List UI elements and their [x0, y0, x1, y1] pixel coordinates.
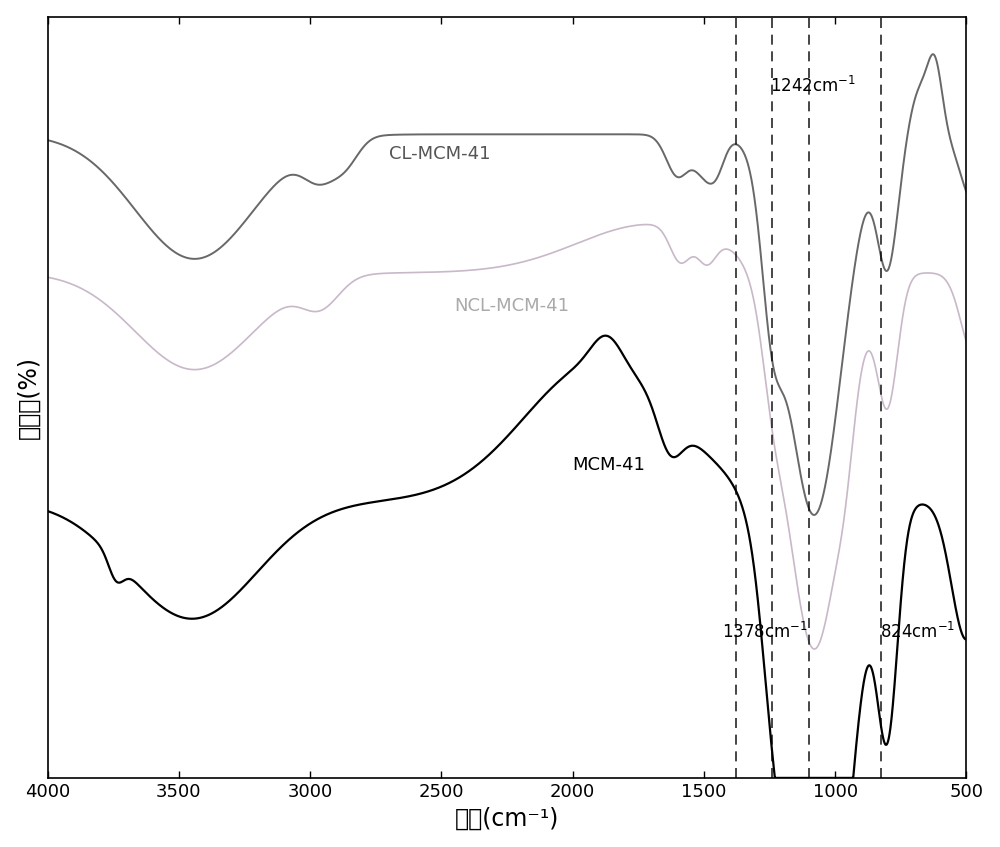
Text: NCL-MCM-41: NCL-MCM-41: [454, 296, 569, 315]
Text: 1242cm$^{-1}$: 1242cm$^{-1}$: [770, 75, 856, 96]
Text: CL-MCM-41: CL-MCM-41: [389, 145, 490, 163]
Text: 1378cm$^{-1}$: 1378cm$^{-1}$: [722, 623, 808, 642]
Text: 824cm$^{-1}$: 824cm$^{-1}$: [880, 623, 955, 642]
Text: MCM-41: MCM-41: [573, 456, 645, 474]
X-axis label: 波数(cm⁻¹): 波数(cm⁻¹): [455, 806, 559, 830]
Y-axis label: 透过率(%): 透过率(%): [17, 356, 41, 439]
